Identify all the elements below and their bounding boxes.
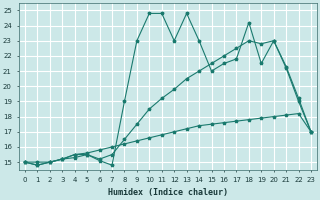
X-axis label: Humidex (Indice chaleur): Humidex (Indice chaleur) <box>108 188 228 197</box>
